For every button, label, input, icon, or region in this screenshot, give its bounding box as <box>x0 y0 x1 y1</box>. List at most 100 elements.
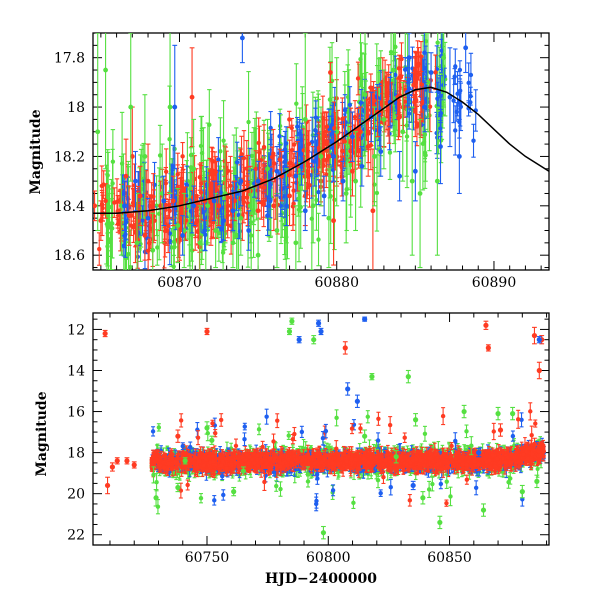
top-series-2-point <box>239 35 245 41</box>
top-series-2-point <box>321 193 327 199</box>
top-series-2-point <box>428 70 434 75</box>
top-series-2-point <box>161 198 167 204</box>
top-series-1-point <box>265 166 270 172</box>
top-series-2-point <box>456 154 462 159</box>
top-series-1-point <box>310 203 316 209</box>
top-series-2-point <box>340 178 346 184</box>
top-series-1-point <box>441 55 447 61</box>
top-series-0-point <box>137 193 143 199</box>
top-filler-point <box>299 137 304 143</box>
top-series-2-point <box>359 163 365 169</box>
top-series-1-point <box>142 154 148 159</box>
top-series-0-point <box>365 144 371 149</box>
top-filler-point <box>277 157 283 162</box>
top-filler-point <box>169 245 174 250</box>
top-series-0-point <box>397 114 403 120</box>
top-filler-point <box>234 232 239 237</box>
top-filler-point <box>181 188 186 193</box>
top-series-2-point <box>302 208 308 214</box>
top-series-2-point <box>172 104 178 110</box>
top-series-2-point <box>202 228 208 233</box>
top-filler-point <box>387 150 393 155</box>
top-filler-point <box>234 160 240 165</box>
top-filler-point <box>239 152 244 157</box>
top-series-1-point <box>434 178 440 184</box>
top-series-0-point <box>326 154 332 159</box>
top-series-1-point <box>400 129 406 135</box>
top-filler-point <box>110 181 115 186</box>
top-filler-point <box>422 150 428 155</box>
top-filler-point <box>420 141 426 146</box>
top-filler-point <box>180 154 185 159</box>
top-filler-point <box>316 189 321 195</box>
top-y-tick-label: 18.4 <box>54 199 85 215</box>
top-series-1-point <box>175 223 181 228</box>
top-filler-point <box>305 170 311 175</box>
top-filler-point <box>130 200 136 206</box>
top-series-1-point <box>191 166 197 172</box>
top-filler-point <box>122 272 126 276</box>
top-filler-point <box>352 114 358 120</box>
top-filler-point <box>332 197 337 202</box>
top-filler-point <box>438 138 444 143</box>
top-filler-point <box>192 176 197 182</box>
top-series-0-point <box>142 233 148 238</box>
top-filler-point <box>402 67 408 72</box>
top-series-1-point <box>247 203 253 209</box>
top-series-1-point <box>302 117 308 122</box>
top-filler-point <box>220 250 226 255</box>
top-filler-point <box>422 50 427 55</box>
top-series-2-point <box>238 178 244 184</box>
bottom-x-tick-label: 60750 <box>185 550 230 566</box>
top-series-1-point <box>128 104 134 110</box>
top-series-1-point <box>343 191 349 196</box>
top-filler-point <box>212 171 218 177</box>
top-filler-point <box>452 74 457 79</box>
top-filler-point <box>417 121 422 127</box>
top-series-2-point <box>397 173 403 179</box>
top-filler-point <box>442 74 447 79</box>
top-series-1-point <box>425 79 431 85</box>
top-series-1-point <box>150 247 156 253</box>
top-filler-point <box>291 201 296 206</box>
top-filler-point <box>195 228 201 233</box>
top-series-2-point <box>180 233 186 238</box>
top-series-1-point <box>353 178 358 184</box>
top-filler-point <box>355 137 361 142</box>
top-filler-point <box>246 119 251 125</box>
top-series-2-point <box>438 144 443 149</box>
bottom-y-tick-label: 14 <box>67 363 85 379</box>
top-filler-point <box>140 218 145 223</box>
top-y-tick-label: 18.2 <box>54 149 85 165</box>
top-filler-point <box>108 268 113 270</box>
top-filler-point <box>427 104 433 109</box>
top-filler-point <box>249 153 255 159</box>
top-filler-point <box>167 231 173 236</box>
top-filler-point <box>361 127 367 132</box>
top-filler-point <box>261 144 267 150</box>
top-series-0-point <box>164 228 170 233</box>
top-filler-point <box>103 198 108 204</box>
top-series-1-point <box>334 129 340 135</box>
top-series-2-point <box>230 208 236 214</box>
top-filler-point <box>245 182 250 187</box>
bottom-panel-full: 60750 60800 60850 12 14 16 18 20 22 <box>67 312 550 566</box>
top-filler-point <box>289 147 295 153</box>
top-y-tick-label: 18 <box>67 100 85 116</box>
top-series-0-point <box>93 203 97 209</box>
top-filler-point <box>347 102 353 108</box>
top-filler-point <box>392 17 396 21</box>
top-series-0-point <box>170 198 176 204</box>
top-series-0-point <box>342 139 347 145</box>
bottom-x-tick-label: 60850 <box>427 550 472 566</box>
top-filler-point <box>417 72 423 77</box>
top-series-0-point <box>216 203 222 209</box>
bottom-y-tick-label: 22 <box>67 528 85 544</box>
top-series-2-point <box>447 94 453 100</box>
top-series-1-point <box>362 92 368 98</box>
top-series-2-point <box>463 45 469 51</box>
top-filler-point <box>190 248 195 253</box>
top-series-1-point <box>293 240 299 246</box>
top-filler-point <box>313 128 318 133</box>
top-filler-point <box>314 197 319 203</box>
